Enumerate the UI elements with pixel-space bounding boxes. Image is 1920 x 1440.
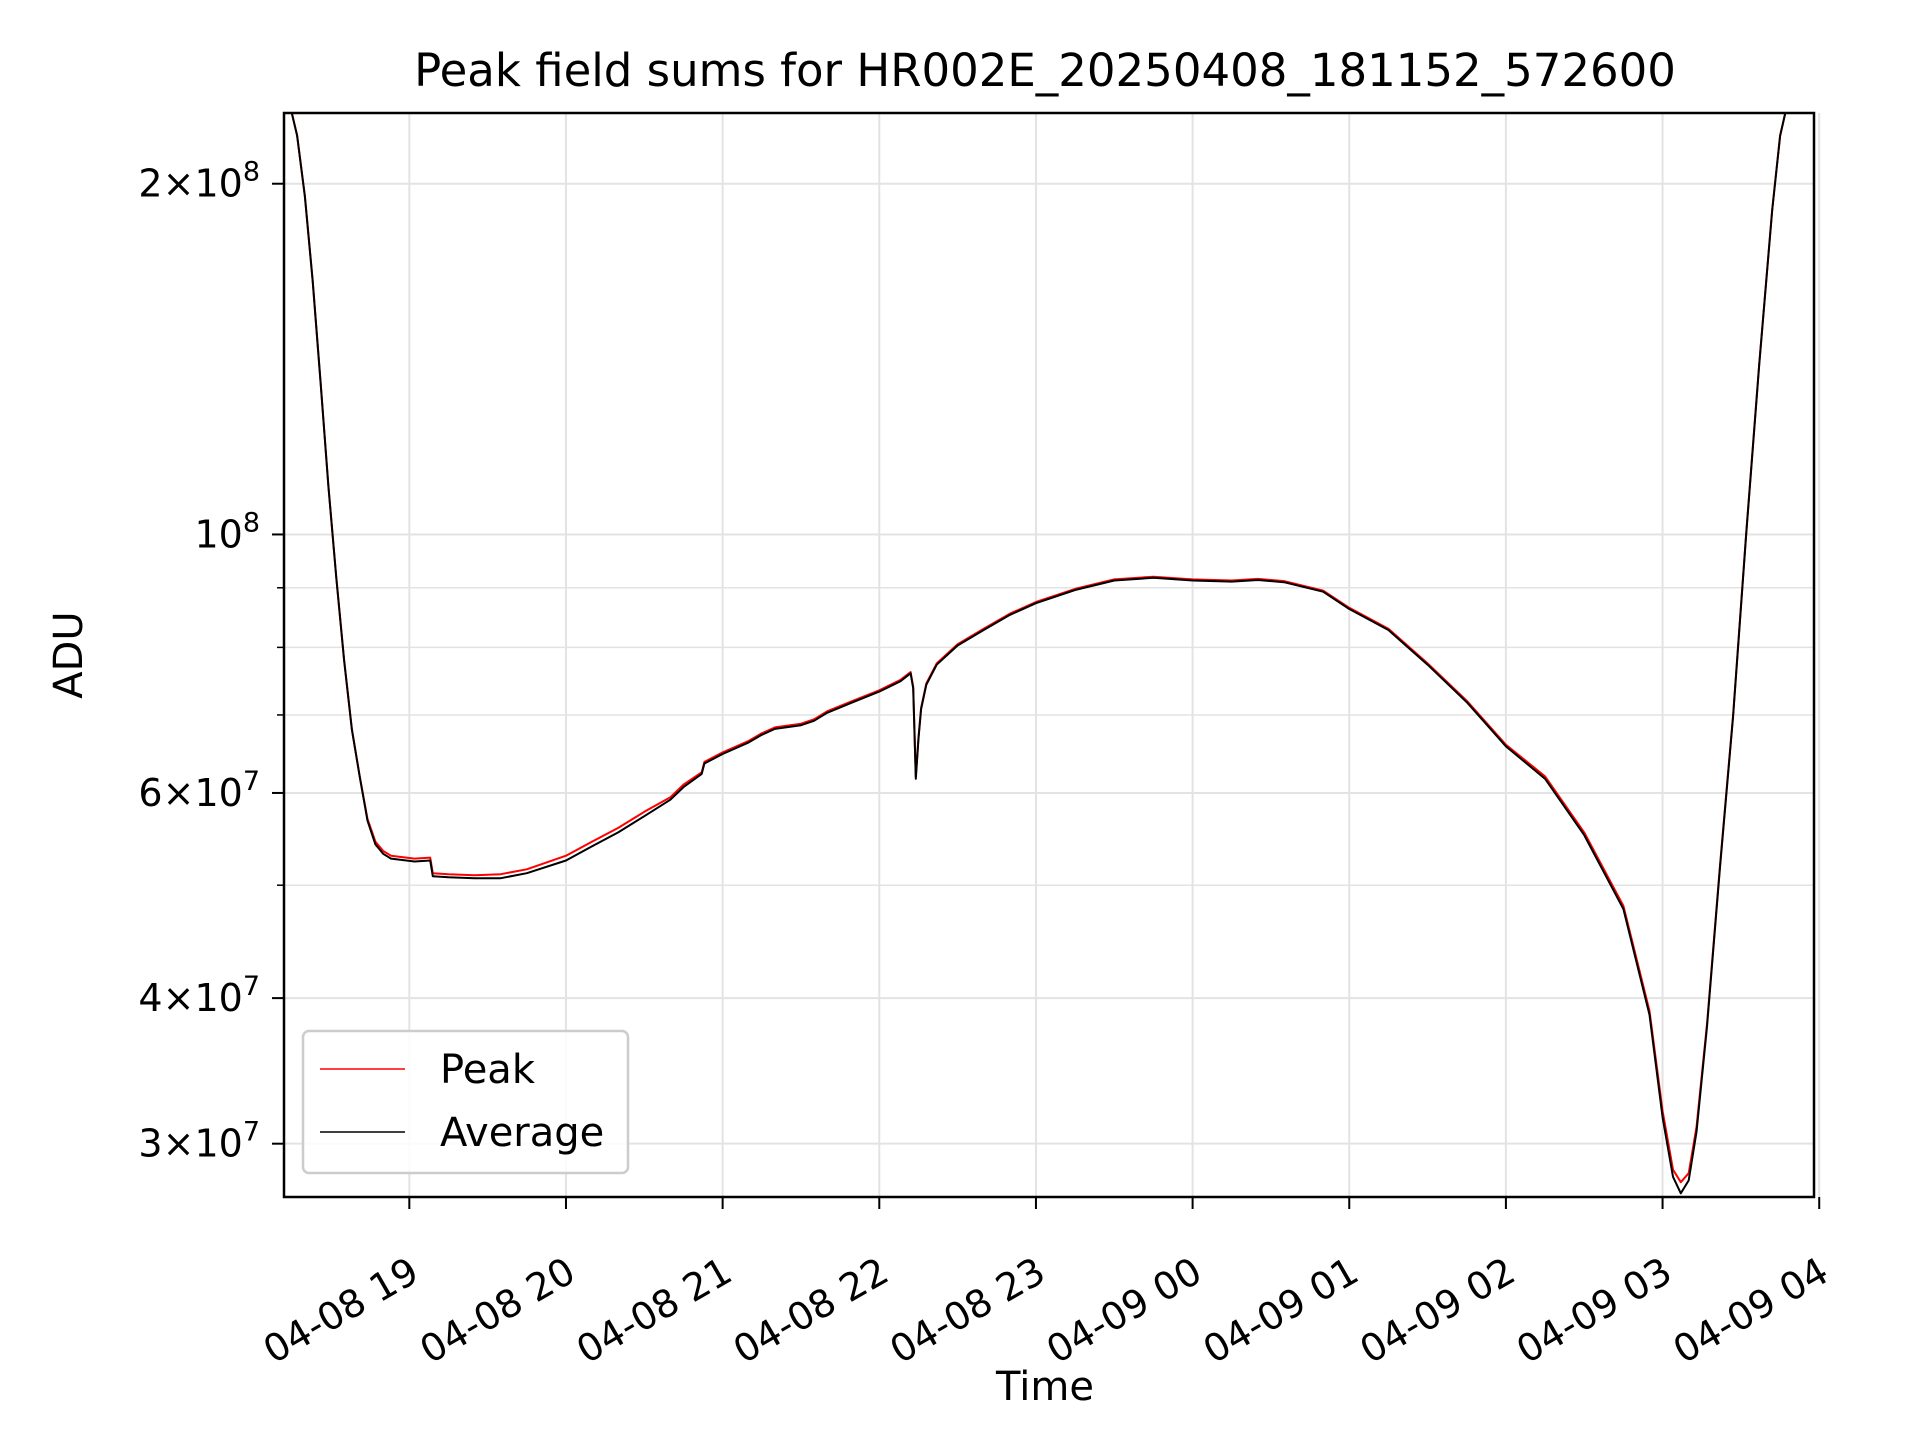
series-lines: [284, 113, 1814, 1195]
y-tick-label: 2×108: [138, 157, 260, 206]
y-tick-label: 108: [194, 507, 260, 556]
y-tick-label: 4×107: [138, 971, 260, 1020]
grid-lines: [284, 113, 1821, 1197]
legend-label-peak: Peak: [440, 1047, 536, 1093]
axes-frame: [282, 111, 1816, 1199]
y-tick-label: 3×107: [138, 1117, 260, 1166]
y-tick-label: 6×107: [138, 766, 260, 815]
series-line-average: [284, 113, 1814, 1195]
legend-frame: [301, 1029, 630, 1175]
x-axis-label: Time: [995, 1364, 1094, 1410]
chart-title: Peak field sums for HR002E_20250408_1811…: [414, 44, 1676, 97]
legend: Peak Average: [301, 1029, 630, 1175]
legend-label-average: Average: [440, 1110, 604, 1156]
y-axis-label: ADU: [46, 611, 92, 698]
